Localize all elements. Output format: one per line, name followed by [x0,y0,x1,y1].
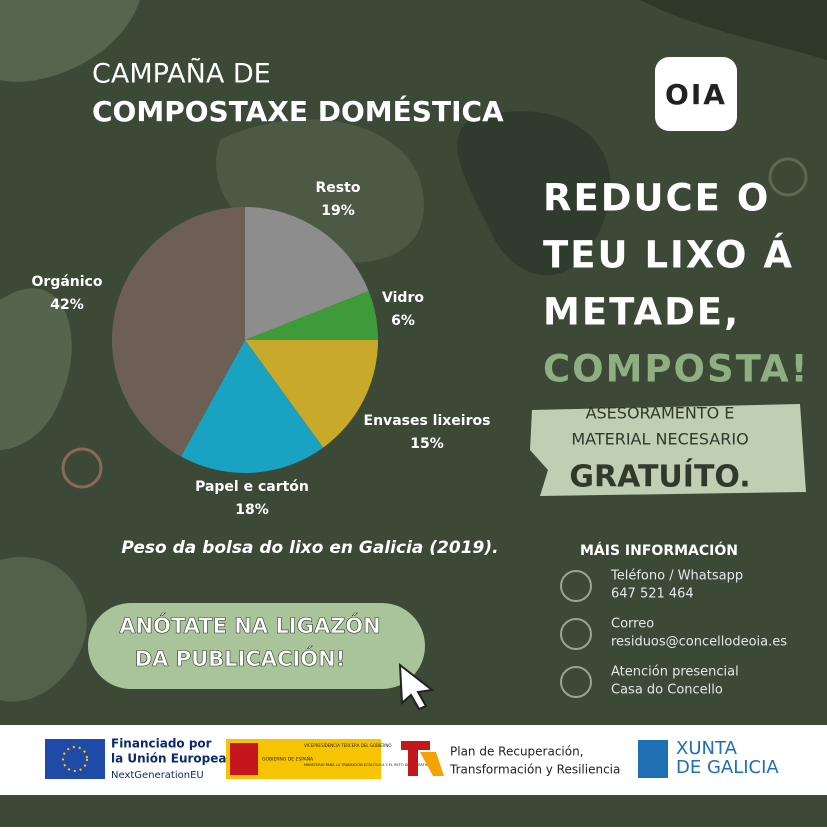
value-label: 42% [50,297,84,313]
pie-slice [245,340,378,448]
headline: TEU LIXO Á [543,233,794,277]
value-label: 18% [235,502,269,518]
chart-caption: Peso da bolsa do lixo en Galicia (2019). [121,538,498,558]
value-label: 19% [321,203,355,219]
plan-logo [401,741,430,776]
slice-label: Resto [316,180,361,196]
contact-value: residuos@concellodeoia.es [611,635,787,650]
pie-slice [245,207,369,340]
spain-text: MINISTERIO PARA LA TRANSICIÓN ECOLÓGICA … [304,762,431,767]
headline: METADE, [543,291,740,334]
banner-emphasis: GRATUÍTO. [569,459,750,495]
value-label: 6% [391,313,415,329]
contact-title: MÁIS INFORMACIÓN [580,541,738,559]
eu-stars [62,746,88,772]
contact-icon [560,666,592,698]
title-line1: CAMPAÑA DE [92,58,271,90]
blob [457,111,611,276]
xunta-shield [638,740,668,778]
plan-text: Plan de Recuperación, [450,745,584,759]
banner-line: ASESORAMENTO E [586,404,735,423]
blob [0,0,140,82]
contact-value: Casa do Concello [611,683,723,698]
plan-text: Transformación y Resiliencia [449,763,620,777]
contact-icon [560,570,592,602]
ring [61,447,103,489]
contact-icon [560,618,592,650]
contact-list: Teléfono / Whatsapp 647 521 464 Correo resi… [560,569,787,698]
xunta-text: XUNTA [676,738,738,759]
cursor-icon [398,662,435,711]
eu-flag [45,739,105,779]
logo-box [655,57,737,131]
slice-label: Envases lixeiros [364,413,491,429]
contact-label: Teléfono / Whatsapp [610,569,743,584]
xunta-text: DE GALICIA [676,757,779,778]
contact-value: 647 521 464 [611,587,694,602]
headline: REDUCE O [543,177,770,220]
value-label: 15% [410,436,444,452]
spain-shield [230,743,258,775]
pie-slice [180,340,324,474]
button-line: DA PUBLICACIÓN! [135,646,346,671]
slice-label: Vidro [382,290,424,306]
logo: OIA [665,78,727,111]
banner-line: MATERIAL NECESARIO [571,430,748,449]
banner-bg [530,404,806,496]
spain-text: VICEPRESIDENCIA TERCERA DEL GOBIERNO [304,743,391,748]
blob [640,0,827,60]
spain-text: GOBIERNO DE ESPAÑA [262,756,314,763]
blob [0,556,87,702]
slice-label: Papel e cartón [195,479,309,495]
eu-text: Financiado por [111,737,212,751]
contact-label: Correo [611,617,654,632]
eu-text: NextGenerationEU [111,770,204,781]
slice-label: Orgánico [32,274,103,290]
title-line2: COMPOSTAXE DOMÉSTICA [92,94,504,128]
pie-slice [245,291,378,340]
contact-label: Atención presencial [611,665,739,680]
headline-accent: COMPOSTA! [543,348,810,391]
eu-text: la Unión Europea [111,752,226,766]
plan-logo [420,752,444,776]
pie-slice [111,207,245,457]
ring [768,157,808,197]
button[interactable] [88,603,425,689]
button-line: ANÓTATE NA LIGAZÓN [119,613,380,638]
blob [0,288,72,450]
pie: Resto 19% Vidro 6% Envases lixeiros 15% Papel … [32,180,491,518]
